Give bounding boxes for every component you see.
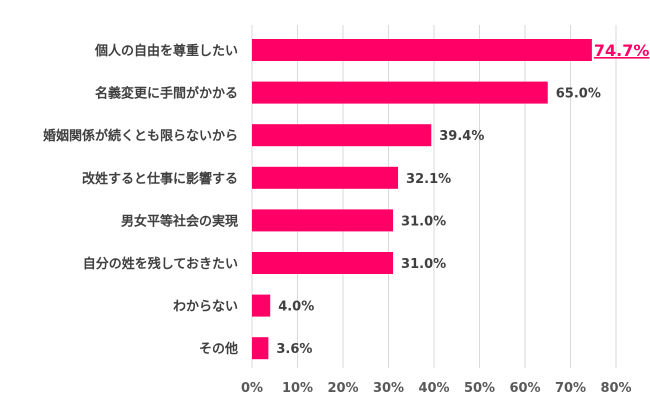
x-tick-label: 50% <box>464 381 495 396</box>
bar <box>252 209 394 232</box>
category-label: 男女平等社会の実現 <box>121 213 238 229</box>
x-tick-label: 10% <box>282 381 313 396</box>
x-tick-label: 40% <box>418 381 449 396</box>
bar <box>252 252 394 274</box>
value-label: 31.0% <box>401 257 446 272</box>
value-label: 39.4% <box>439 129 484 144</box>
highlight-value-label: 74.7% <box>594 41 650 60</box>
category-label: わからない <box>173 300 238 315</box>
bar <box>252 39 592 61</box>
category-label: その他 <box>199 341 238 357</box>
x-tick-label: 0% <box>241 381 263 396</box>
bar <box>252 166 399 189</box>
category-label: 名義変更に手間がかかる <box>95 86 238 102</box>
x-tick-label: 30% <box>373 381 404 396</box>
bar <box>252 124 432 147</box>
bar <box>252 337 269 360</box>
x-tick-label: 80% <box>600 381 631 396</box>
x-tick-label: 60% <box>509 381 540 396</box>
bar <box>252 294 271 317</box>
value-label: 4.0% <box>278 300 314 315</box>
x-tick-label: 70% <box>555 381 586 396</box>
bar <box>252 81 548 104</box>
category-label: 個人の自由を尊重したい <box>94 43 238 59</box>
category-label: 婚姻関係が続くとも限らないから <box>43 128 238 144</box>
value-label: 31.0% <box>401 214 446 229</box>
category-label: 自分の姓を残しておきたい <box>83 256 238 272</box>
value-label: 32.1% <box>406 172 451 187</box>
category-label: 改姓すると仕事に影響する <box>82 171 238 187</box>
value-label: 65.0% <box>556 87 601 102</box>
value-label: 3.6% <box>276 342 312 357</box>
x-tick-label: 20% <box>327 381 358 396</box>
